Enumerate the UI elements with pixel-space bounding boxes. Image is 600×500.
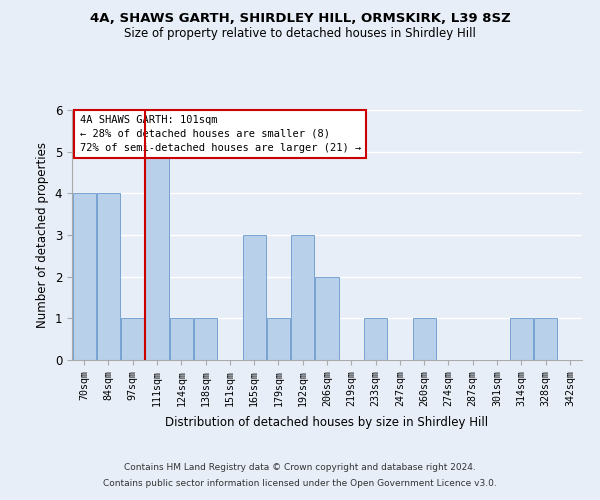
Text: Contains public sector information licensed under the Open Government Licence v3: Contains public sector information licen… (103, 478, 497, 488)
Bar (242, 235, 266, 360)
Text: Distribution of detached houses by size in Shirdley Hill: Distribution of detached houses by size … (166, 416, 488, 429)
Text: Size of property relative to detached houses in Shirdley Hill: Size of property relative to detached ho… (124, 28, 476, 40)
Bar (364, 318, 387, 360)
Bar (510, 318, 533, 360)
Bar (194, 318, 217, 360)
Bar (97, 194, 120, 360)
Bar (170, 318, 193, 360)
Bar (145, 152, 169, 360)
Bar (534, 318, 557, 360)
Bar (316, 276, 338, 360)
Bar (267, 318, 290, 360)
Text: 4A, SHAWS GARTH, SHIRDLEY HILL, ORMSKIRK, L39 8SZ: 4A, SHAWS GARTH, SHIRDLEY HILL, ORMSKIRK… (89, 12, 511, 26)
Bar (73, 194, 95, 360)
Bar (413, 318, 436, 360)
Text: Contains HM Land Registry data © Crown copyright and database right 2024.: Contains HM Land Registry data © Crown c… (124, 464, 476, 472)
Text: 4A SHAWS GARTH: 101sqm
← 28% of detached houses are smaller (8)
72% of semi-deta: 4A SHAWS GARTH: 101sqm ← 28% of detached… (80, 115, 361, 153)
Bar (121, 318, 144, 360)
Y-axis label: Number of detached properties: Number of detached properties (36, 142, 49, 328)
Bar (291, 235, 314, 360)
